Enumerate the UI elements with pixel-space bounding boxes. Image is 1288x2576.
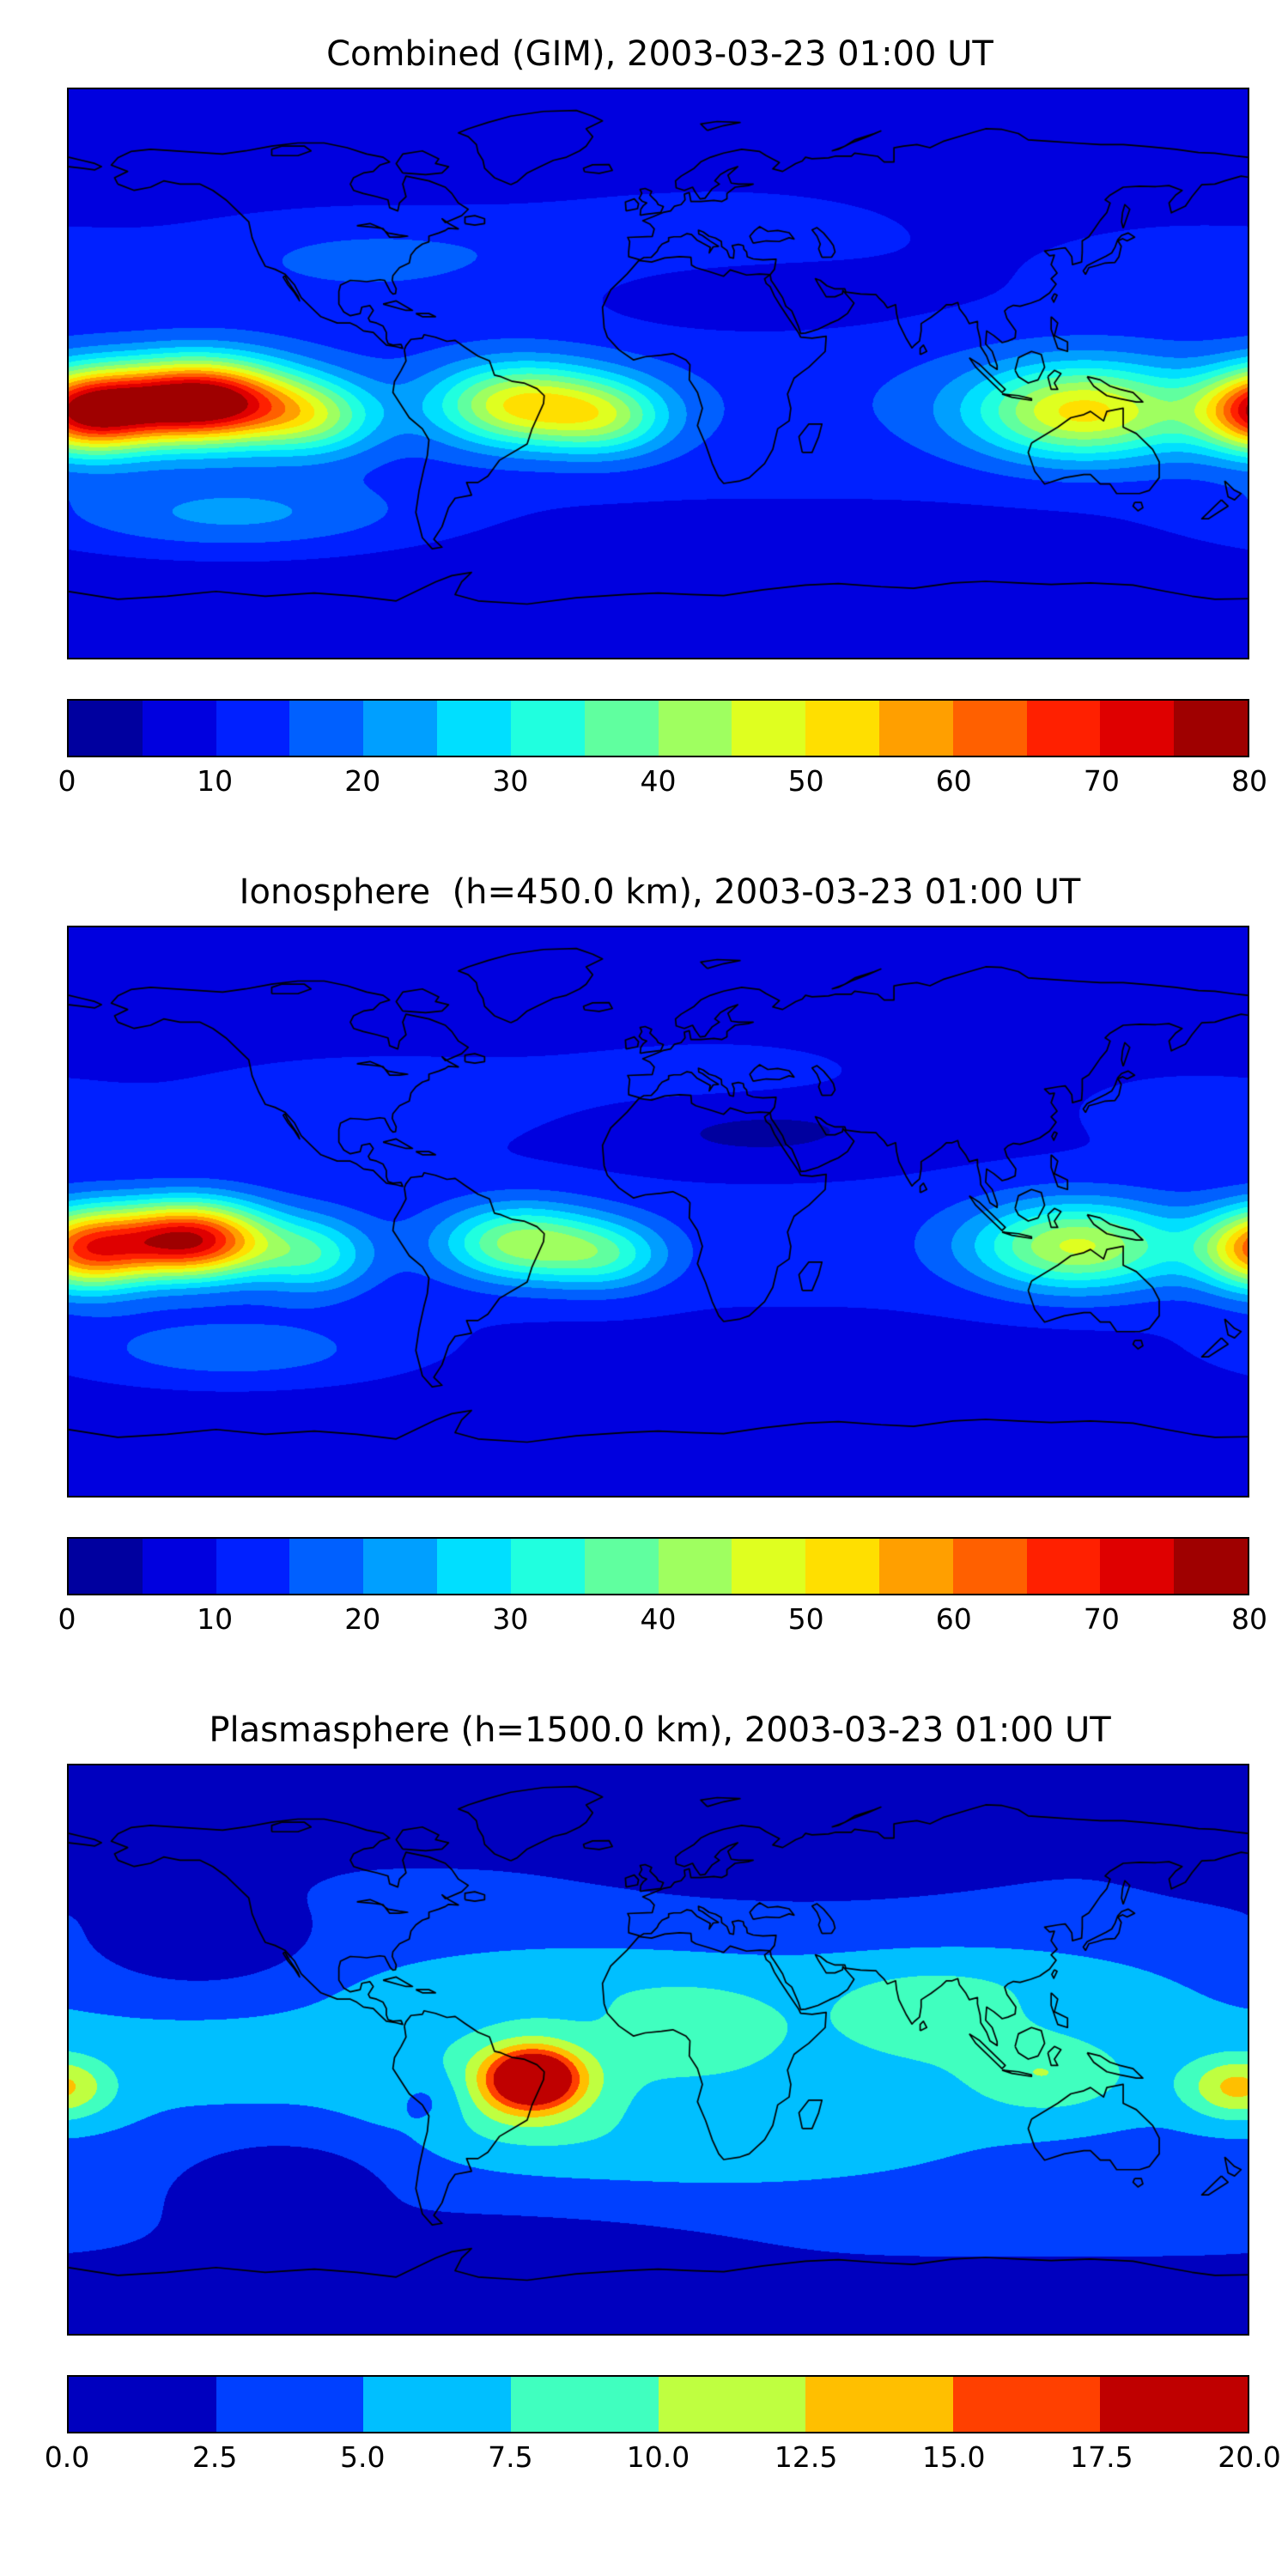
colorbar-segment — [732, 701, 806, 756]
colorbar-tick-label: 10 — [197, 764, 234, 798]
panel-combined: Combined (GIM), 2003-03-23 01:00 UT 0 10 2… — [58, 34, 1268, 798]
colorbar-segment — [289, 701, 364, 756]
panel-plasmasphere-title: Plasmasphere (h=1500.0 km), 2003-03-23 0… — [209, 1710, 1111, 1750]
colorbar-tick-label: 20 — [344, 1602, 381, 1636]
colorbar-segment — [878, 1539, 953, 1594]
panel-combined-title: Combined (GIM), 2003-03-23 01:00 UT — [326, 34, 993, 74]
colorbar-segment — [510, 1539, 585, 1594]
colorbar-segment — [437, 701, 511, 756]
colorbar-tick-label: 5.0 — [340, 2440, 386, 2474]
colorbar-segment — [289, 1539, 364, 1594]
figure-page: Combined (GIM), 2003-03-23 01:00 UT 0 10 2… — [45, 34, 1281, 2474]
panel-plasmasphere: Plasmasphere (h=1500.0 km), 2003-03-23 0… — [45, 1710, 1281, 2474]
colorbar-tick-label: 20 — [344, 764, 381, 798]
colorbar-segment — [1100, 1539, 1175, 1594]
colorbar-segment — [510, 701, 585, 756]
colorbar-tick-label: 80 — [1231, 764, 1267, 798]
colorbar-segment — [363, 701, 438, 756]
colorbar-segment — [1026, 1539, 1101, 1594]
colorbar-tick-label: 40 — [640, 1602, 677, 1636]
colorbar-segment — [732, 1539, 806, 1594]
colorbar-tick-label: 2.5 — [191, 2440, 238, 2474]
colorbar-tick-label: 60 — [935, 764, 972, 798]
colorbar-tick-label: 40 — [640, 764, 677, 798]
colorbar-segment — [363, 1539, 438, 1594]
colorbar-segment — [510, 2377, 659, 2432]
colorbar-segment — [1174, 1539, 1248, 1594]
colorbar-tick-label: 20.0 — [1218, 2440, 1281, 2474]
colorbar-segment — [805, 1539, 879, 1594]
colorbar-ticks-plasmasphere: 0.0 2.5 5.0 7.5 10.0 12.5 15.0 17.5 20.0 — [45, 2433, 1281, 2474]
colorbar-tick-label: 15.0 — [922, 2440, 986, 2474]
colorbar-segment — [805, 701, 879, 756]
tec-map-canvas-ionosphere — [69, 927, 1248, 1496]
colorbar-ticks-combined: 0 10 20 30 40 50 60 70 80 — [58, 757, 1268, 798]
colorbar-segment — [69, 701, 143, 756]
colorbar-segment — [878, 701, 953, 756]
colorbar-segment — [658, 2377, 806, 2432]
colorbar-tick-label: 7.5 — [488, 2440, 533, 2474]
colorbar-combined — [67, 699, 1249, 757]
colorbar-segment — [142, 1539, 216, 1594]
colorbar-segment — [1026, 701, 1101, 756]
colorbar-tick-label: 0 — [58, 764, 76, 798]
colorbar-ticks-ionosphere: 0 10 20 30 40 50 60 70 80 — [58, 1595, 1268, 1636]
colorbar-segment — [584, 1539, 659, 1594]
colorbar-tick-label: 30 — [492, 1602, 529, 1636]
colorbar-segment — [1174, 701, 1248, 756]
colorbar-tick-label: 50 — [787, 764, 824, 798]
colorbar-segment — [952, 2377, 1101, 2432]
colorbar-segment — [437, 1539, 511, 1594]
colorbar-tick-label: 60 — [935, 1602, 972, 1636]
colorbar-segment — [658, 1539, 732, 1594]
colorbar-segment — [658, 701, 732, 756]
colorbar-tick-label: 50 — [787, 1602, 824, 1636]
colorbar-tick-label: 10 — [197, 1602, 234, 1636]
world-map-plasmasphere — [67, 1764, 1249, 2336]
colorbar-segment — [1100, 2377, 1248, 2432]
colorbar-tick-label: 17.5 — [1070, 2440, 1133, 2474]
colorbar-segment — [363, 2377, 511, 2432]
tec-map-canvas-plasmasphere — [69, 1765, 1248, 2334]
colorbar-tick-label: 70 — [1083, 1602, 1120, 1636]
colorbar-segment — [952, 1539, 1027, 1594]
colorbar-tick-label: 10.0 — [626, 2440, 690, 2474]
colorbar-segment — [142, 701, 216, 756]
world-map-combined — [67, 88, 1249, 659]
colorbar-segment — [69, 2377, 216, 2432]
colorbar-plasmasphere — [67, 2375, 1249, 2433]
colorbar-tick-label: 0 — [58, 1602, 76, 1636]
colorbar-segment — [952, 701, 1027, 756]
colorbar-segment — [584, 701, 659, 756]
colorbar-segment — [69, 1539, 143, 1594]
tec-map-canvas-combined — [69, 89, 1248, 658]
colorbar-tick-label: 30 — [492, 764, 529, 798]
colorbar-segment — [216, 2377, 364, 2432]
colorbar-segment — [216, 701, 290, 756]
colorbar-segment — [216, 1539, 290, 1594]
world-map-ionosphere — [67, 926, 1249, 1498]
colorbar-ionosphere — [67, 1537, 1249, 1595]
colorbar-tick-label: 12.5 — [774, 2440, 838, 2474]
colorbar-tick-label: 80 — [1231, 1602, 1267, 1636]
colorbar-tick-label: 70 — [1083, 764, 1120, 798]
colorbar-segment — [1100, 701, 1175, 756]
panel-ionosphere-title: Ionosphere (h=450.0 km), 2003-03-23 01:0… — [239, 872, 1081, 912]
colorbar-segment — [805, 2377, 953, 2432]
colorbar-tick-label: 0.0 — [44, 2440, 90, 2474]
panel-ionosphere: Ionosphere (h=450.0 km), 2003-03-23 01:0… — [58, 872, 1268, 1636]
